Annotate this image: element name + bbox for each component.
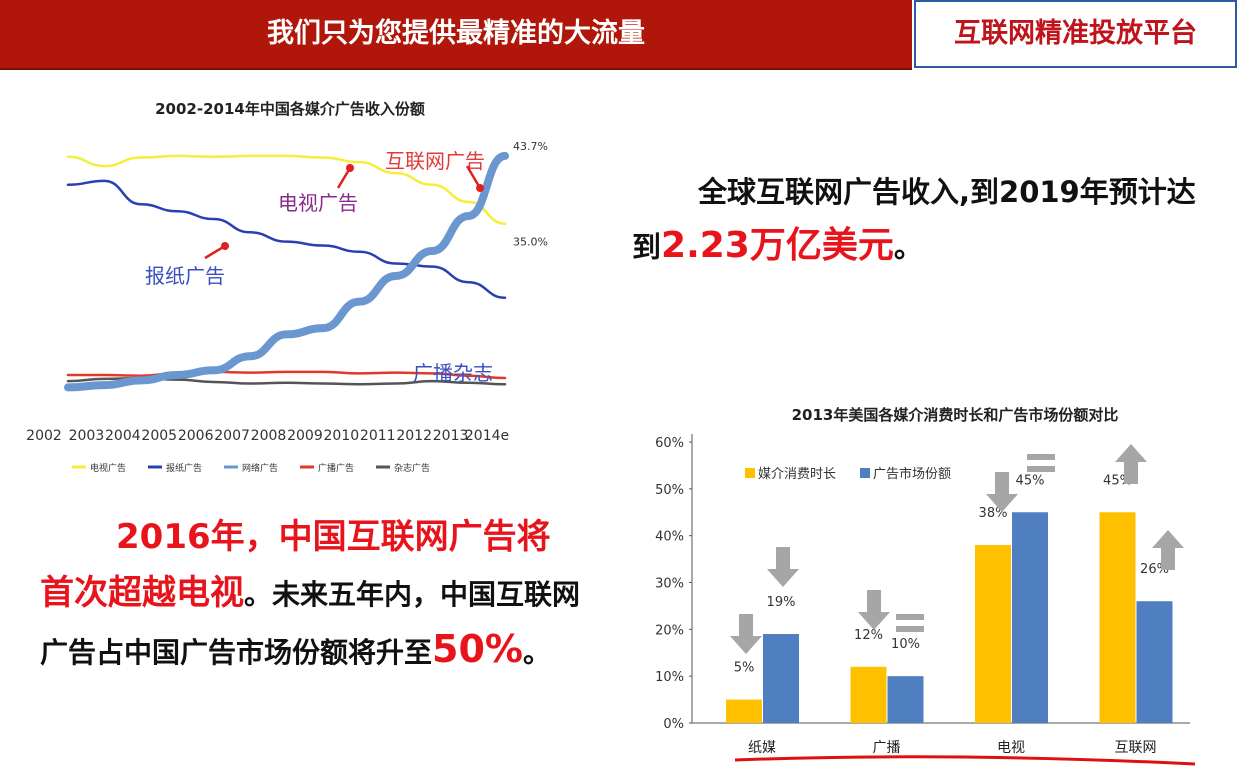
annotation-label: 广播杂志 [413, 361, 493, 385]
end-label-tv: 35.0% [513, 236, 548, 249]
bar-0 [850, 666, 887, 723]
x-tick-label: 2012 [396, 428, 432, 444]
annotation-arrowhead [221, 242, 229, 250]
line-chart-svg: 2002-2014年中国各媒介广告收入份额 43.7% 35.0% 2002 200… [26, 100, 548, 474]
forecast-highlight: 2016年，中国互联网广告将首次超越电视 [40, 517, 551, 613]
bar-0 [1099, 512, 1136, 723]
legend-label: 广播广告 [318, 462, 354, 474]
bar-1 [1136, 601, 1173, 723]
equals-icon [896, 626, 924, 632]
bar-value-label: 10% [891, 637, 920, 652]
line-series-1 [66, 179, 507, 300]
legend-label: 报纸广告 [166, 462, 202, 474]
y-tick-label: 0% [663, 717, 684, 732]
bar-value-label: 12% [854, 628, 883, 643]
legend-swatch [745, 468, 755, 478]
bar-1 [887, 676, 924, 723]
x-tick-label: 2003 [69, 428, 105, 444]
end-label-internet: 43.7% [513, 140, 548, 153]
legend-label: 电视广告 [90, 462, 126, 474]
platform-badge: 互联网精准投放平台 [954, 18, 1197, 49]
line-series-0 [66, 154, 507, 225]
up-arrow-icon [1152, 530, 1184, 570]
category-label: 电视 [997, 740, 1025, 756]
y-tick-label: 40% [655, 530, 684, 545]
y-tick-label: 30% [655, 577, 684, 592]
bar-1 [763, 634, 799, 723]
x-tick-label: 2010 [324, 428, 360, 444]
forecast-percent: 50% [432, 627, 523, 671]
china-forecast-statement: 2016年，中国互联网广告将首次超越电视。未来五年内，中国互联网广告占中国广告市… [40, 510, 580, 680]
down-arrow-icon [767, 547, 799, 587]
equals-icon [1027, 466, 1055, 472]
bar-value-label: 45% [1016, 473, 1045, 488]
legend-label: 广告市场份额 [873, 466, 951, 482]
bar-chart-svg: 2013年美国各媒介消费时长和广告市场份额对比 0% 10% 20% 30% 40% 50… [655, 406, 1196, 766]
legend-swatch [860, 468, 870, 478]
x-tick-label: 2013 [433, 428, 469, 444]
y-tick-label: 60% [655, 436, 684, 451]
statement-highlight: 2.23万亿美元 [661, 225, 894, 266]
down-arrow-icon [858, 590, 890, 630]
bar-0 [726, 699, 762, 723]
line-series-2 [64, 151, 509, 392]
up-arrow-icon [1115, 444, 1147, 484]
category-label: 广播 [873, 740, 901, 756]
x-tick-label: 2006 [178, 428, 214, 444]
china-ad-share-line-chart: 2002-2014年中国各媒介广告收入份额 43.7% 35.0% 2002 200… [20, 78, 560, 488]
global-forecast-statement: 全球互联网广告收入,到2019年预计达到2.23万亿美元。 [632, 165, 1222, 274]
header: 我们只为您提供最精准的大流量 互联网精准投放平台 [0, 0, 1241, 70]
x-tick-label: 2011 [360, 428, 396, 444]
bar-1 [1012, 512, 1048, 723]
annotation-arrowhead [346, 164, 354, 172]
legend-label: 网络广告 [242, 462, 278, 474]
category-label: 互联网 [1115, 740, 1157, 756]
y-tick-label: 10% [655, 670, 684, 685]
equals-icon [896, 614, 924, 620]
us-media-bar-chart: 2013年美国各媒介消费时长和广告市场份额对比 0% 10% 20% 30% 40% 50… [650, 392, 1206, 770]
statement-prefix: 全球互联网广告收入,到2019年预计达到 [632, 175, 1196, 264]
x-tick-label: 2008 [251, 428, 287, 444]
annotation-arrowhead [476, 184, 484, 192]
y-tick-label: 50% [655, 483, 684, 498]
x-tick-label: 2004 [105, 428, 141, 444]
header-badge-box: 互联网精准投放平台 [914, 0, 1237, 68]
x-tick-label: 2005 [141, 428, 177, 444]
equals-icon [1027, 454, 1055, 460]
page-title: 我们只为您提供最精准的大流量 [267, 18, 645, 49]
category-label: 纸媒 [748, 740, 776, 756]
annotation-label: 电视广告 [278, 191, 358, 215]
bar-0 [975, 545, 1011, 723]
bar-value-label: 19% [767, 595, 796, 610]
bar-chart-title: 2013年美国各媒介消费时长和广告市场份额对比 [792, 406, 1119, 424]
forecast-normal: 。未来五年内，中国互联网广告占中国广告市场份额将升至 [40, 578, 581, 669]
forecast-end: 。 [522, 636, 551, 669]
x-tick-label: 2014e [465, 428, 509, 444]
header-banner: 我们只为您提供最精准的大流量 [0, 0, 912, 70]
x-tick-label: 2009 [287, 428, 323, 444]
x-tick-label: 2007 [214, 428, 250, 444]
bar-value-label: 5% [734, 661, 755, 676]
legend-label: 媒介消费时长 [758, 467, 836, 482]
annotation-arrow [465, 165, 482, 189]
down-arrow-icon [986, 472, 1018, 512]
line-chart-title: 2002-2014年中国各媒介广告收入份额 [155, 100, 425, 118]
x-tick-label: 2002 [26, 428, 62, 444]
statement-suffix: 。 [893, 230, 923, 264]
category-underline [734, 755, 1196, 766]
down-arrow-icon [730, 614, 762, 654]
annotation-label: 报纸广告 [145, 264, 225, 288]
line-series-3 [66, 370, 507, 380]
legend-label: 杂志广告 [394, 462, 430, 474]
y-tick-label: 20% [655, 623, 684, 638]
